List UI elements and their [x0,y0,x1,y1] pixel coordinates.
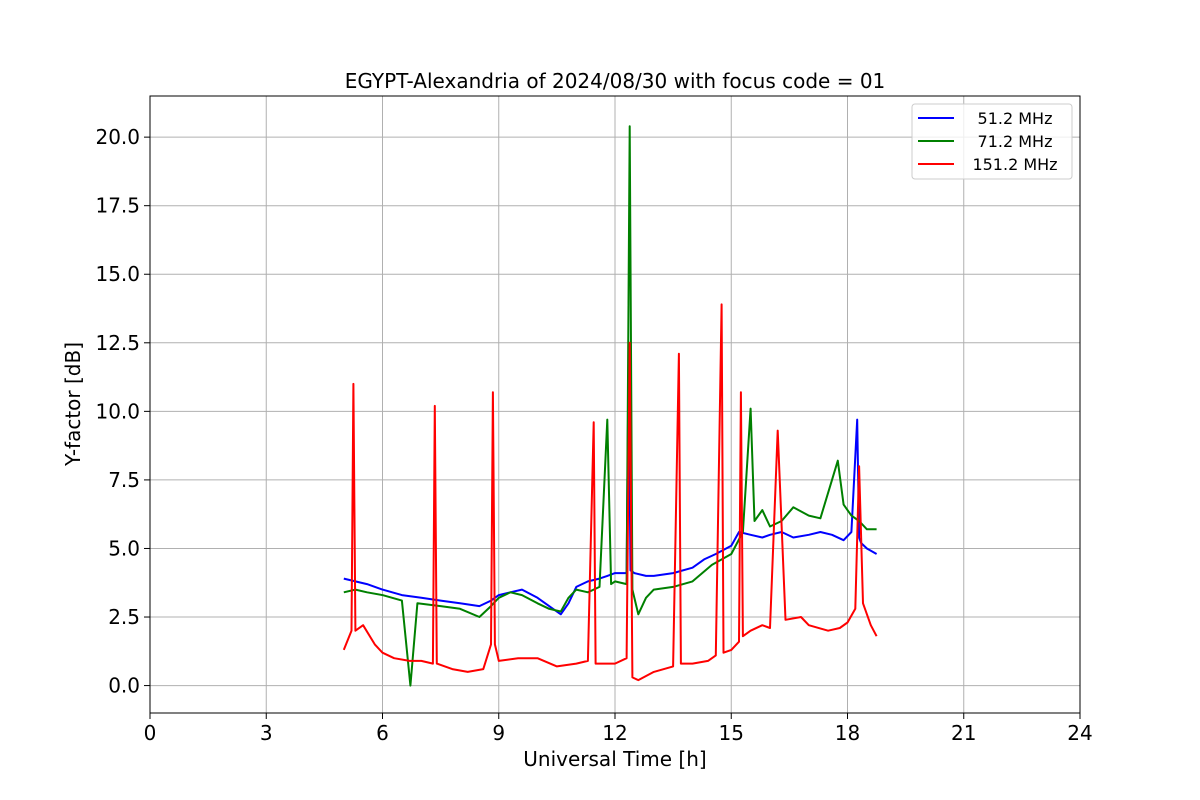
x-tick-label: 21 [951,721,976,745]
series-line-3 [342,303,878,682]
tick-layer: 0 3 6 9 12 15 18 21 24 0.0 2.5 5.0 7.5 10.0 12.5 15.0 17… [95,125,1092,745]
x-tick-label: 12 [602,721,627,745]
legend-label-2: 71.2 MHz [978,132,1053,151]
x-axis-label: Universal Time [h] [523,747,706,771]
series-layer [342,125,878,687]
x-tick-label: 9 [492,721,505,745]
x-tick-label: 6 [376,721,389,745]
legend: 51.2 MHz 71.2 MHz 151.2 MHz [911,103,1073,180]
legend-label-3: 151.2 MHz [972,155,1057,174]
y-tick-label: 0.0 [108,674,140,698]
legend-label-1: 51.2 MHz [978,109,1053,128]
legend-items: 51.2 MHz 71.2 MHz 151.2 MHz [918,109,1058,174]
series-line-1 [343,355,878,616]
y-tick-label: 2.5 [108,605,140,629]
x-tick-label: 18 [835,721,860,745]
y-tick-label: 10.0 [95,399,140,423]
y-tick-label: 17.5 [95,194,140,218]
x-tick-label: 24 [1067,721,1092,745]
y-tick-label: 5.0 [108,536,140,560]
grid-layer [149,96,1081,713]
x-tick-label: 3 [260,721,273,745]
x-tick-label: 0 [144,721,157,745]
y-axis-label: Y-factor [dB] [61,342,85,467]
y-tick-label: 12.5 [95,331,140,355]
legend-box [911,103,1073,180]
series-line-2 [343,125,877,687]
y-tick-label: 7.5 [108,468,140,492]
chart-title: EGYPT-Alexandria of 2024/08/30 with focu… [345,69,886,93]
y-tick-label: 20.0 [95,125,140,149]
y-tick-label: 15.0 [95,262,140,286]
x-tick-label: 15 [719,721,744,745]
